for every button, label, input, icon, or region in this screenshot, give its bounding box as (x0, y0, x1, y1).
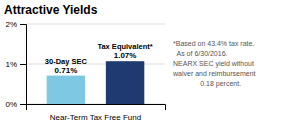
data-label: 0.71% (55, 66, 78, 75)
y-tick: 1% (5, 60, 26, 69)
title: Attractive Yields (4, 3, 98, 17)
y-tick: 2% (5, 20, 26, 29)
x-axis-label: Near-Term Tax Free Fund (50, 113, 141, 122)
annotation-line: *Based on 43.4% tax rate. (173, 40, 254, 47)
y-tick-mark (20, 104, 26, 105)
annotation-line: waiver and reimbursement (172, 70, 256, 77)
annotation-line: NEARX SEC yield without (173, 60, 254, 68)
x-axis (27, 105, 166, 111)
category-label: 30-Day SEC (45, 57, 88, 66)
chart: Attractive Yields 0% 1% 2% 0.71%30-Day SEC 1.… (0, 0, 292, 128)
data-label: 1.07% (114, 51, 137, 60)
plot: 0% 1% 2% 0.71%30-Day SEC 1.07%Tax Equivalent… (5, 20, 165, 110)
annotation-line: As of 6/30/2016. (173, 50, 228, 57)
bars (47, 61, 145, 104)
bar-labels: 0.71%30-Day SEC 1.07%Tax Equivalent* (45, 42, 153, 74)
y-tick-mark (20, 64, 26, 65)
y-axis: 0% 1% 2% (5, 20, 26, 109)
y-tick-label: 2% (5, 20, 17, 29)
grid-line (26, 24, 165, 25)
category-label: Tax Equivalent* (97, 42, 152, 51)
annotation: *Based on 43.4% tax rate. As of 6/30/201… (172, 40, 256, 88)
y-tick: 0% (5, 100, 26, 109)
annotation-line: 0.18 percent. (173, 80, 241, 88)
y-axis-line (20, 25, 27, 105)
bar (106, 61, 144, 104)
y-tick-label: 0% (5, 100, 17, 109)
y-tick-mark (20, 24, 26, 25)
x-axis-line (27, 105, 166, 111)
grid (26, 24, 165, 104)
y-tick-label: 1% (5, 60, 17, 69)
bar (47, 76, 85, 104)
